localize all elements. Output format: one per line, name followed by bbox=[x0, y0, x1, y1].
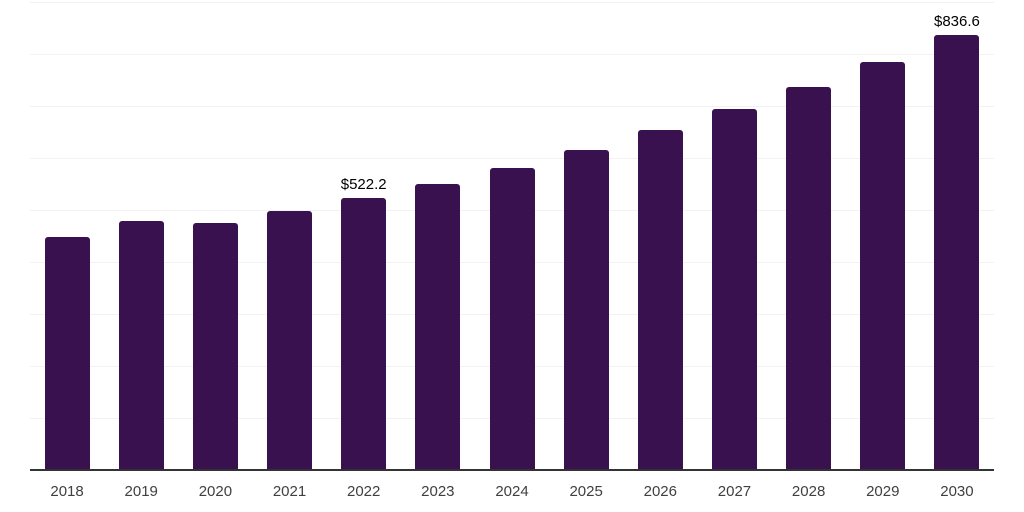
bar-2026 bbox=[637, 130, 683, 470]
x-tick-label-2018: 2018 bbox=[50, 483, 84, 500]
bar-2024 bbox=[489, 167, 535, 470]
x-tick-label-2027: 2027 bbox=[717, 483, 752, 500]
x-tick-label-2020: 2020 bbox=[198, 483, 233, 500]
x-tick-label-2021: 2021 bbox=[272, 483, 307, 500]
value-label-2030: $836.6 bbox=[933, 12, 980, 30]
bar-2020 bbox=[192, 223, 238, 470]
gridline bbox=[30, 106, 994, 107]
bar-2019 bbox=[118, 220, 164, 470]
x-tick-label-2025: 2025 bbox=[569, 483, 603, 500]
gridline bbox=[30, 158, 994, 159]
x-tick-label-2019: 2019 bbox=[124, 483, 158, 500]
x-axis-line bbox=[30, 469, 994, 471]
x-tick-label-2023: 2023 bbox=[421, 483, 455, 500]
bar-2022 bbox=[341, 198, 387, 470]
x-tick-label-2028: 2028 bbox=[791, 483, 826, 500]
value-label-2022: $522.2 bbox=[340, 176, 387, 194]
bar-2021 bbox=[267, 211, 313, 470]
bar-2027 bbox=[711, 109, 757, 470]
bar-2028 bbox=[786, 86, 832, 470]
x-tick-label-2024: 2024 bbox=[495, 483, 529, 500]
x-tick-label-2022: 2022 bbox=[347, 483, 381, 500]
gridline bbox=[30, 2, 994, 3]
bar-2023 bbox=[415, 183, 461, 470]
x-tick-label-2030: 2030 bbox=[940, 483, 974, 500]
gridline bbox=[30, 54, 994, 55]
x-tick-label-2026: 2026 bbox=[643, 483, 677, 500]
bar-2029 bbox=[860, 61, 906, 470]
x-tick-label-2029: 2029 bbox=[866, 483, 900, 500]
bar-2030 bbox=[934, 34, 980, 470]
bar-2018 bbox=[44, 236, 90, 470]
bar-2025 bbox=[563, 149, 609, 470]
